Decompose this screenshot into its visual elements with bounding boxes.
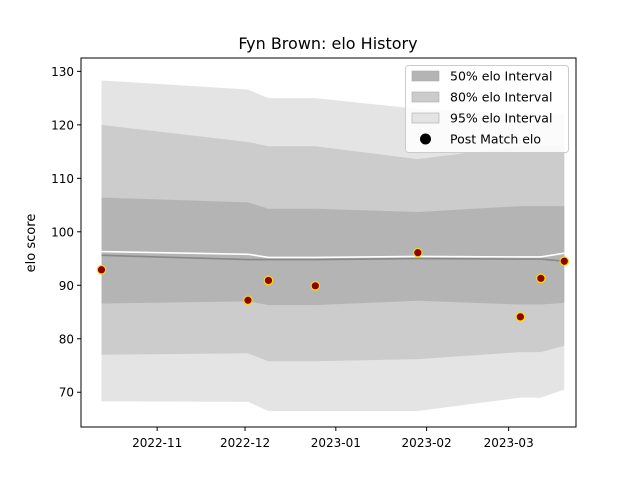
legend-label: 80% elo Interval: [450, 90, 552, 105]
data-point: [413, 247, 423, 258]
y-tick-label: 80: [59, 332, 74, 346]
x-tick-label: 2022-12: [220, 436, 270, 450]
data-point: [559, 256, 570, 267]
legend-marker: [420, 133, 431, 145]
data-point: [515, 312, 526, 322]
x-tick-label: 2023-01: [311, 436, 361, 450]
post-match-points: [96, 247, 570, 322]
data-point: [243, 295, 253, 306]
y-tick-label: 100: [51, 225, 74, 239]
legend: 50% elo Interval 80% elo Interval 95% elo …: [405, 65, 569, 153]
x-axis: 2022-11 2022-12 2023-01 2023-02 2023-03: [132, 427, 534, 450]
y-tick-label: 70: [59, 386, 74, 400]
x-tick-label: 2023-02: [402, 436, 452, 450]
data-point: [263, 275, 274, 286]
y-tick-label: 110: [51, 172, 74, 186]
chart-title: Fyn Brown: elo History: [238, 34, 417, 53]
white-line: [101, 250, 565, 259]
y-axis-label: elo score: [24, 214, 39, 273]
plot-frame: [80, 57, 577, 428]
data-point: [96, 264, 107, 275]
band-2: [101, 197, 565, 306]
legend-label: 50% elo Interval: [450, 69, 552, 84]
x-tick-label: 2022-11: [132, 436, 182, 450]
interval-bands: [101, 80, 565, 411]
legend-swatch: [411, 112, 440, 124]
legend-box: [405, 65, 569, 153]
mean-line: [101, 254, 565, 263]
x-tick-label: 2023-03: [484, 436, 534, 450]
legend-swatch: [411, 91, 440, 103]
legend-swatch: [411, 70, 440, 82]
y-tick-label: 90: [59, 279, 74, 293]
data-point: [536, 273, 546, 284]
legend-label: 95% elo Interval: [450, 111, 552, 126]
legend-label: Post Match elo: [450, 132, 541, 147]
trend-lines: [101, 250, 565, 263]
data-point: [310, 281, 321, 291]
y-axis: 70 80 90 100 110 120 130: [51, 65, 81, 400]
y-tick-label: 120: [51, 118, 74, 132]
y-tick-label: 130: [51, 65, 74, 79]
